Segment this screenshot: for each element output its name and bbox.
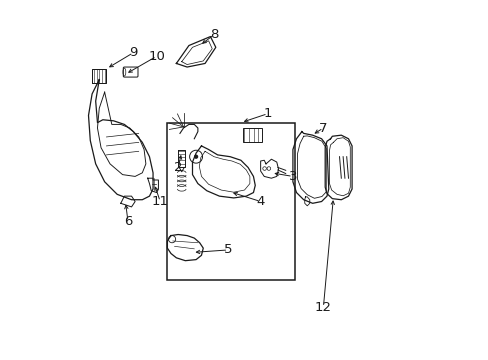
Circle shape: [194, 154, 198, 159]
Text: 10: 10: [148, 50, 165, 63]
Bar: [167, 123, 294, 280]
Text: 5: 5: [224, 243, 232, 256]
Text: 8: 8: [209, 28, 218, 41]
Text: 1: 1: [263, 107, 271, 120]
Text: 7: 7: [319, 122, 327, 135]
Text: 3: 3: [288, 170, 297, 183]
Text: 6: 6: [123, 215, 132, 228]
Text: 2: 2: [174, 161, 182, 174]
Text: 4: 4: [256, 195, 264, 208]
Text: 9: 9: [129, 46, 137, 59]
Text: 11: 11: [151, 195, 168, 208]
Text: 12: 12: [314, 301, 331, 314]
Bar: [242, 128, 262, 142]
